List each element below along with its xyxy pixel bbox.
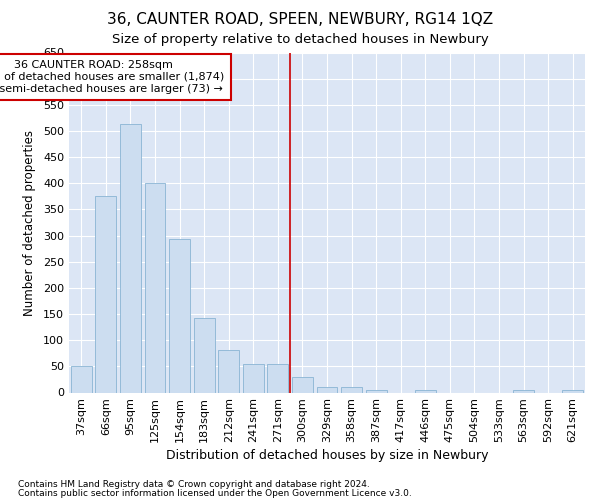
Bar: [169, 238, 190, 392]
Text: Contains HM Land Registry data © Crown copyright and database right 2024.: Contains HM Land Registry data © Crown c…: [18, 480, 370, 489]
Bar: [317, 386, 337, 392]
Bar: [120, 124, 141, 392]
Bar: [95, 196, 116, 392]
Bar: [513, 390, 534, 392]
Text: 36, CAUNTER ROAD, SPEEN, NEWBURY, RG14 1QZ: 36, CAUNTER ROAD, SPEEN, NEWBURY, RG14 1…: [107, 12, 493, 28]
Bar: [562, 390, 583, 392]
Text: Contains public sector information licensed under the Open Government Licence v3: Contains public sector information licen…: [18, 488, 412, 498]
Bar: [71, 366, 92, 392]
Bar: [415, 390, 436, 392]
Bar: [268, 364, 289, 392]
Text: 36 CAUNTER ROAD: 258sqm
← 96% of detached houses are smaller (1,874)
4% of semi-: 36 CAUNTER ROAD: 258sqm ← 96% of detache…: [0, 60, 224, 94]
Bar: [145, 182, 166, 392]
Bar: [218, 350, 239, 393]
Bar: [292, 377, 313, 392]
Bar: [341, 386, 362, 392]
Bar: [243, 364, 264, 392]
Y-axis label: Number of detached properties: Number of detached properties: [23, 130, 36, 316]
Bar: [365, 390, 386, 392]
Text: Size of property relative to detached houses in Newbury: Size of property relative to detached ho…: [112, 32, 488, 46]
Bar: [194, 318, 215, 392]
X-axis label: Distribution of detached houses by size in Newbury: Distribution of detached houses by size …: [166, 450, 488, 462]
